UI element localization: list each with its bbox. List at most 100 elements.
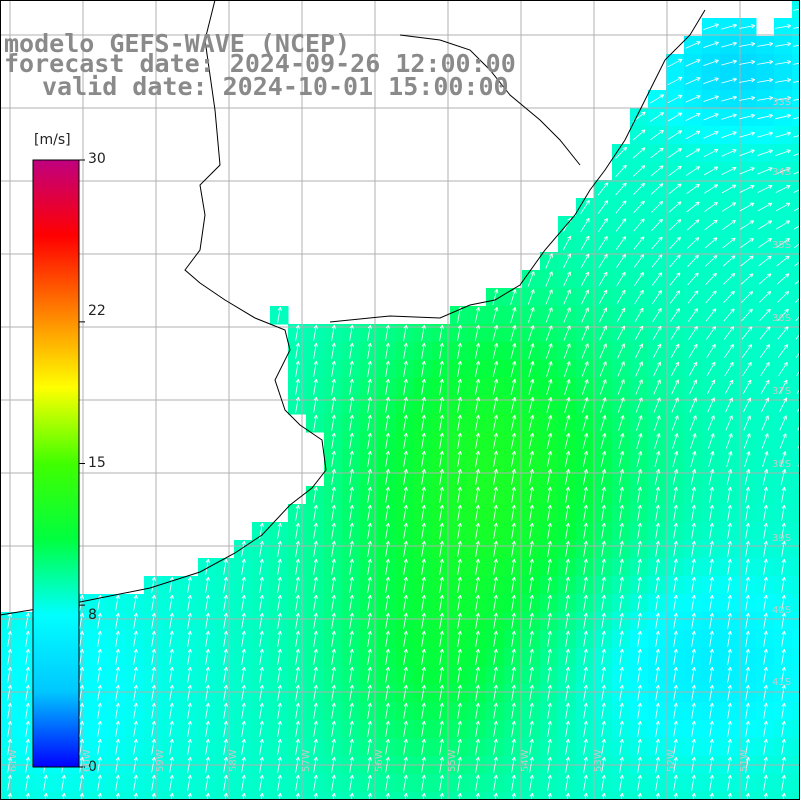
wind-arrow — [547, 522, 552, 539]
wind-arrow — [169, 666, 174, 683]
wind-arrow — [277, 558, 282, 575]
field-cell — [792, 144, 800, 163]
wind-arrow — [349, 576, 354, 593]
wind-arrow — [673, 774, 678, 791]
wind-arrow — [672, 433, 679, 449]
wind-arrow — [133, 756, 138, 773]
field-cell — [792, 216, 800, 235]
wind-arrow — [601, 486, 606, 503]
wind-arrow — [600, 450, 607, 467]
wind-arrow — [637, 630, 642, 647]
wind-arrow — [564, 415, 571, 431]
wind-arrow — [709, 756, 714, 773]
wind-arrow — [777, 308, 789, 322]
wind-arrow — [598, 218, 608, 232]
wind-arrow — [685, 130, 701, 140]
wind-arrow — [745, 720, 750, 737]
wind-arrow — [667, 94, 683, 104]
wind-arrow — [421, 666, 426, 683]
field-cell — [126, 792, 145, 800]
wind-arrow — [745, 540, 750, 557]
wind-arrow — [511, 504, 516, 521]
wind-arrow — [511, 630, 516, 647]
wind-arrow — [349, 486, 354, 503]
wind-arrow — [583, 756, 588, 773]
wind-arrow — [385, 432, 390, 449]
wind-arrow — [169, 630, 174, 647]
wind-arrow — [331, 738, 336, 755]
wind-arrow — [763, 630, 768, 647]
wind-arrow — [635, 379, 643, 395]
wind-arrow — [636, 451, 643, 467]
wind-arrow — [727, 666, 732, 683]
wind-arrow — [633, 236, 645, 250]
wind-arrow — [439, 756, 444, 773]
wind-arrow — [367, 486, 372, 503]
wind-arrow — [403, 774, 408, 791]
wind-arrow — [529, 648, 534, 665]
wind-arrow — [277, 630, 282, 647]
wind-arrow — [673, 684, 678, 701]
wind-arrow — [634, 289, 644, 305]
wind-arrow — [778, 361, 788, 376]
wind-arrow — [277, 522, 282, 539]
wind-arrow — [793, 62, 800, 65]
wind-arrow — [687, 290, 699, 304]
wind-arrow — [492, 325, 499, 341]
wind-arrow — [793, 116, 800, 120]
wind-arrow — [601, 630, 606, 647]
wind-arrow — [565, 558, 570, 575]
colorbar-tick-30: 30 — [88, 151, 106, 167]
wind-arrow — [673, 666, 678, 683]
wind-arrow — [205, 666, 210, 683]
wind-arrow — [133, 666, 138, 683]
wind-arrow — [133, 630, 138, 647]
wind-arrow — [421, 324, 426, 341]
wind-arrow — [601, 774, 606, 791]
wind-arrow — [492, 342, 499, 359]
wind-arrow — [601, 792, 606, 800]
wind-arrow — [707, 415, 715, 431]
wind-arrow — [619, 540, 624, 557]
wind-arrow — [403, 612, 408, 629]
field-cell — [522, 792, 541, 800]
wind-arrow — [349, 630, 354, 647]
wind-arrow — [601, 540, 606, 557]
wind-arrow — [421, 360, 426, 377]
wind-arrow — [673, 720, 678, 737]
wind-arrow — [187, 666, 192, 683]
wind-arrow — [529, 792, 534, 800]
lon-label-59w: 59W — [155, 749, 166, 772]
wind-arrow — [510, 325, 517, 341]
wind-arrow — [763, 684, 768, 701]
wind-arrow — [565, 720, 570, 737]
wind-arrow — [634, 272, 644, 286]
wind-arrow — [724, 344, 734, 358]
wind-arrow — [763, 558, 768, 575]
wind-arrow — [367, 684, 372, 701]
wind-arrow — [727, 612, 732, 629]
wind-arrow — [741, 326, 753, 340]
wind-arrow — [79, 630, 84, 647]
wind-arrow — [617, 361, 625, 377]
field-cell — [378, 792, 397, 800]
wind-arrow — [727, 522, 732, 539]
wind-arrow — [757, 167, 773, 175]
colorbar-tick-8: 8 — [88, 607, 97, 623]
wind-arrow — [385, 468, 390, 485]
wind-arrow — [741, 308, 753, 322]
wind-arrow — [25, 666, 30, 683]
wind-arrow — [563, 307, 571, 323]
wind-arrow — [601, 702, 606, 719]
wind-arrow — [583, 468, 589, 485]
wind-arrow — [493, 756, 498, 773]
wind-arrow — [619, 684, 624, 701]
wind-arrow — [313, 396, 318, 413]
wind-arrow — [367, 396, 372, 413]
wind-arrow — [259, 576, 264, 593]
wind-arrow — [601, 720, 606, 737]
wind-arrow — [580, 199, 590, 214]
wind-arrow — [385, 450, 390, 467]
wind-arrow — [655, 522, 660, 539]
wind-arrow — [259, 630, 264, 647]
